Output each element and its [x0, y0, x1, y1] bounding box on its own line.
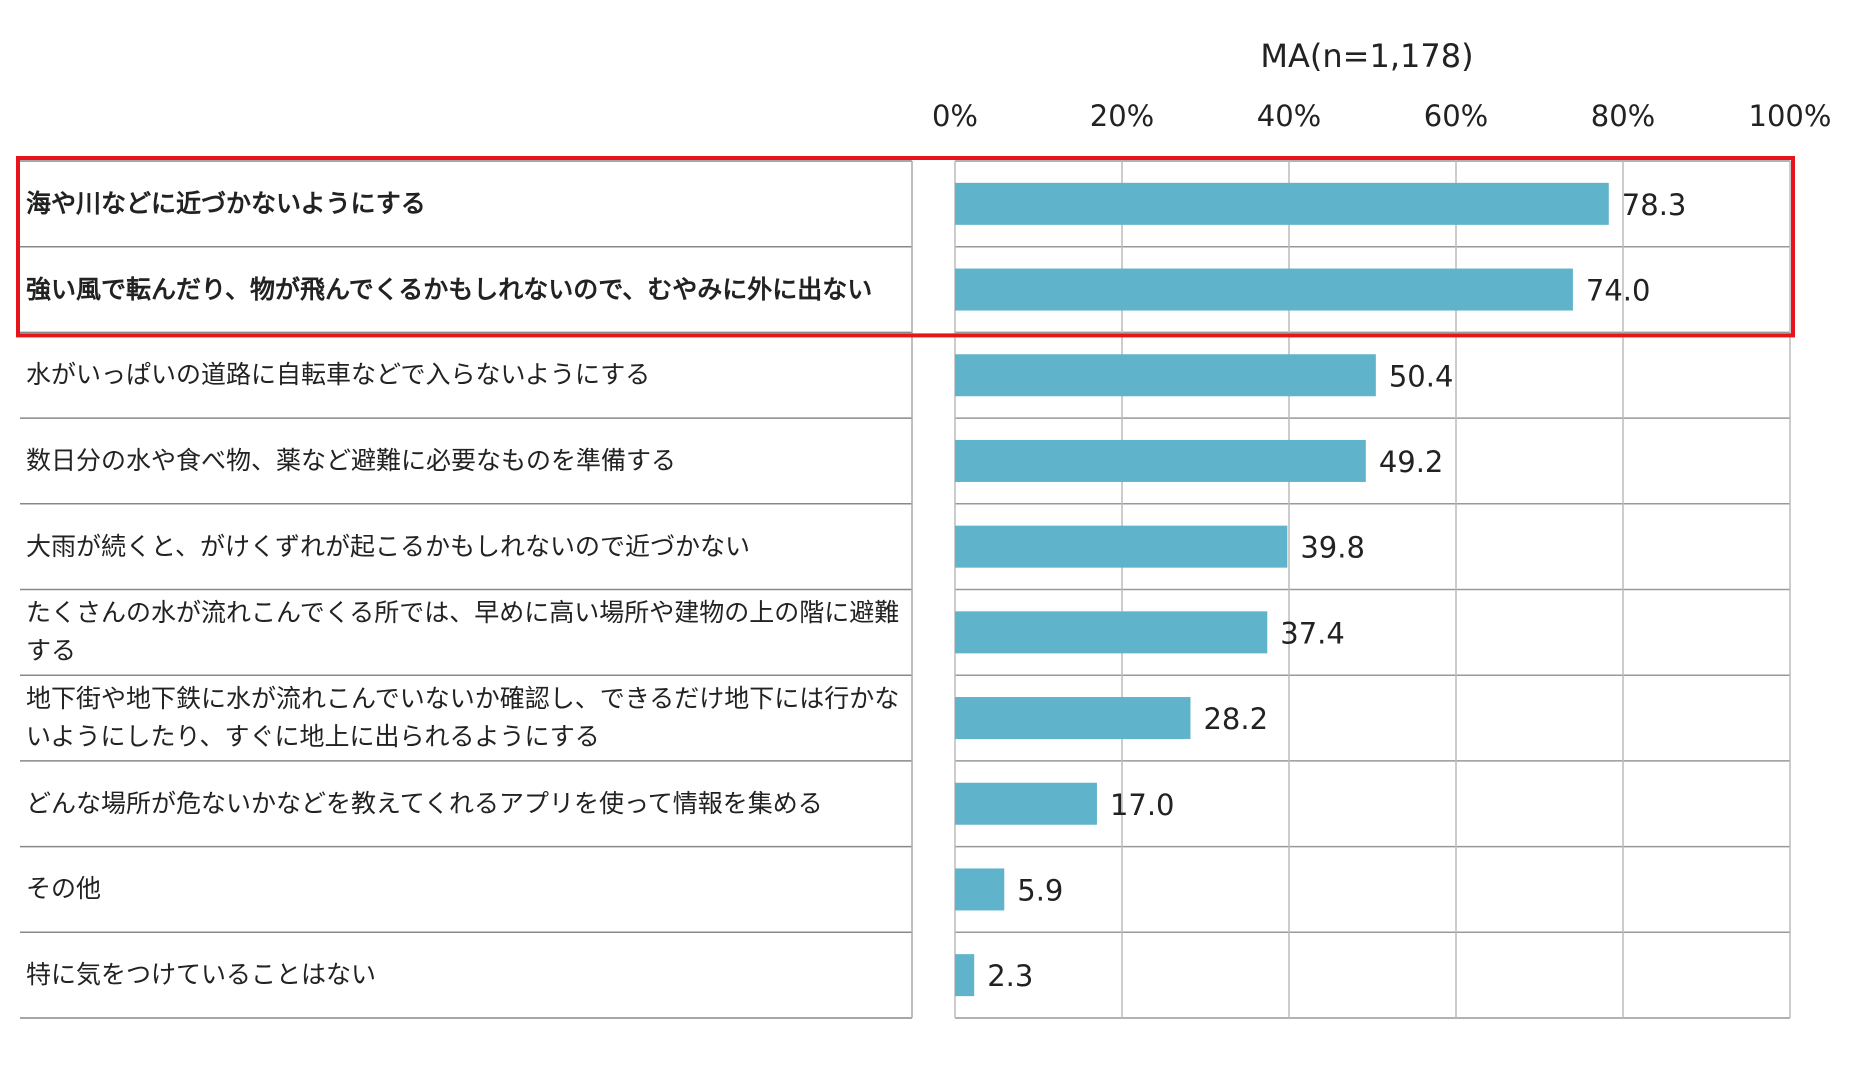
category-label: 強い風で転んだり、物が飛んでくるかもしれないので、むやみに外に出ない — [26, 274, 873, 304]
bar — [955, 354, 1376, 397]
value-label: 39.8 — [1300, 531, 1365, 565]
value-label: 28.2 — [1203, 702, 1268, 736]
chart-subtitle: MA(n=1,178) — [1260, 37, 1473, 75]
bar — [955, 268, 1573, 311]
category-label: 特に気をつけていることはない — [26, 960, 377, 990]
category-label: 海や川などに近づかないようにする — [26, 188, 426, 218]
value-label: 5.9 — [1017, 873, 1063, 907]
value-label: 37.4 — [1280, 616, 1345, 650]
bar — [955, 868, 1005, 911]
value-label: 49.2 — [1379, 445, 1444, 479]
category-label: 地下街や地下鉄に水が流れこんでいないか確認し、できるだけ地下には行かないようにし… — [26, 684, 900, 752]
highlight-box — [16, 156, 1795, 338]
x-tick-label: 0% — [932, 99, 978, 133]
category-label: たくさんの水が流れこんでくる所では、早めに高い場所や建物の上の階に避難する — [26, 598, 900, 666]
category-label: どんな場所が危ないかなどを教えてくれるアプリを使って情報を集める — [26, 788, 823, 818]
value-label: 50.4 — [1389, 359, 1454, 393]
bar — [955, 439, 1366, 482]
x-tick-label: 100% — [1749, 99, 1832, 133]
bar — [955, 782, 1097, 825]
value-label: 2.3 — [987, 959, 1033, 993]
category-label: 水がいっぱいの道路に自転車などで入らないようにする — [26, 360, 651, 390]
x-tick-label: 60% — [1424, 99, 1488, 133]
value-label: 17.0 — [1110, 788, 1175, 822]
bar — [955, 182, 1609, 225]
x-tick-label: 40% — [1257, 99, 1321, 133]
value-label: 74.0 — [1586, 274, 1651, 308]
bar — [955, 525, 1288, 568]
category-label: 大雨が続くと、がけくずれが起こるかもしれないので近づかない — [26, 531, 751, 561]
x-tick-label: 80% — [1591, 99, 1655, 133]
bar — [955, 611, 1268, 654]
category-label: その他 — [26, 874, 102, 904]
bar — [955, 954, 975, 997]
x-tick-label: 20% — [1090, 99, 1154, 133]
category-label: 数日分の水や食べ物、薬など避難に必要なものを準備する — [26, 445, 677, 475]
bar — [955, 697, 1191, 740]
value-label: 78.3 — [1622, 188, 1687, 222]
